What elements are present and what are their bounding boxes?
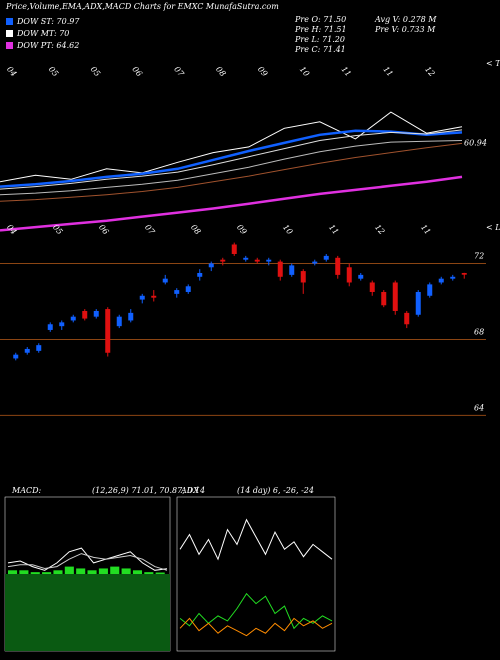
- candle-body: [415, 291, 421, 315]
- series-line: [0, 140, 463, 196]
- histogram-bar: [87, 570, 97, 574]
- candle-body: [461, 272, 467, 275]
- candle-body: [208, 263, 214, 268]
- histogram-bar: [155, 572, 165, 574]
- histogram-bar: [121, 568, 131, 574]
- adx-title: ADX: [180, 486, 199, 495]
- candle-body: [70, 316, 76, 321]
- candle-body: [197, 272, 203, 277]
- candle-body: [404, 312, 410, 325]
- candle-body: [346, 267, 352, 283]
- macd-lower-area: [5, 574, 170, 651]
- candle-body: [59, 322, 65, 327]
- adx-params: (14 day) 6, -26, -24: [237, 486, 314, 495]
- legend-swatch: [6, 42, 13, 49]
- histogram-bar: [98, 568, 108, 574]
- histogram-bar: [30, 572, 40, 574]
- histogram-bar: [19, 570, 29, 574]
- candle-body: [162, 278, 168, 283]
- legend-label: DOW ST: 70.97: [16, 17, 80, 26]
- candle-body: [93, 310, 99, 317]
- candle-body: [438, 278, 444, 283]
- histogram-bar: [110, 566, 120, 574]
- candle-body: [369, 282, 375, 292]
- series-line: [7, 553, 168, 571]
- series-line: [179, 617, 333, 637]
- tops-label: < Tops: [486, 59, 500, 68]
- series-line: [0, 129, 463, 188]
- info-text: Pre H: 71.51: [294, 25, 347, 34]
- legend-swatch: [6, 18, 13, 25]
- histogram-bar: [144, 572, 154, 574]
- legend-label: DOW MT: 70: [16, 29, 69, 38]
- histogram-bar: [132, 570, 143, 574]
- adx-frame: [176, 496, 336, 652]
- candle-body: [185, 286, 191, 292]
- legend-label: DOW PT: 64.62: [16, 41, 79, 50]
- candle-body: [335, 257, 341, 275]
- candle-body: [105, 309, 111, 353]
- candle-body: [243, 257, 249, 260]
- candle-body: [289, 265, 295, 275]
- candle-body: [381, 291, 387, 306]
- series-line: [0, 111, 463, 183]
- candle-body: [139, 295, 145, 300]
- info-text: Pre O: 71.50: [294, 15, 346, 24]
- page-title: Price,Volume,EMA,ADX,MACD Charts for EMX…: [5, 2, 279, 11]
- histogram-bar: [76, 568, 86, 574]
- series-line: [179, 518, 333, 561]
- candle-body: [312, 261, 318, 264]
- candle-body: [254, 259, 260, 262]
- info-text: Pre V: 0.733 M: [374, 25, 436, 34]
- candle-body: [24, 348, 30, 353]
- histogram-bar: [8, 570, 18, 574]
- histogram-bar: [64, 566, 74, 574]
- candle-body: [450, 276, 456, 279]
- candle-body: [392, 282, 398, 311]
- candle-body: [266, 259, 272, 262]
- candle-body: [277, 261, 283, 277]
- candle-body: [151, 295, 157, 298]
- macd-params: (12,26,9) 71.01, 70.87, 0.14: [92, 486, 205, 495]
- y-tick-label: 64: [474, 403, 484, 412]
- candle-body: [82, 310, 88, 319]
- legend-swatch: [6, 30, 13, 37]
- series-line: [179, 592, 333, 630]
- y-tick-label: 68: [474, 327, 484, 336]
- candle-body: [231, 244, 237, 254]
- candle-body: [47, 324, 53, 330]
- candle-body: [358, 274, 364, 279]
- series-line: [0, 129, 463, 190]
- candle-body: [220, 259, 226, 262]
- histogram-bar: [53, 570, 63, 574]
- candle-body: [36, 345, 42, 351]
- candle-body: [13, 354, 19, 359]
- candle-body: [427, 284, 433, 296]
- candle-body: [323, 255, 329, 260]
- info-text: Avg V: 0.278 M: [374, 15, 437, 24]
- series-line: [0, 142, 463, 202]
- info-text: Pre C: 71.41: [294, 45, 346, 54]
- series-line: [0, 175, 463, 232]
- y-tick-label: 72: [474, 251, 484, 260]
- macd-title: MACD:: [11, 486, 42, 495]
- candle-body: [128, 312, 134, 321]
- candle-body: [174, 290, 180, 294]
- y-tick-label: 60.94: [464, 138, 487, 147]
- info-text: Pre L: 71.20: [294, 35, 345, 44]
- candle-body: [116, 316, 122, 327]
- lows-label: < Lows: [486, 223, 500, 232]
- histogram-bar: [42, 572, 52, 574]
- candle-body: [300, 271, 306, 283]
